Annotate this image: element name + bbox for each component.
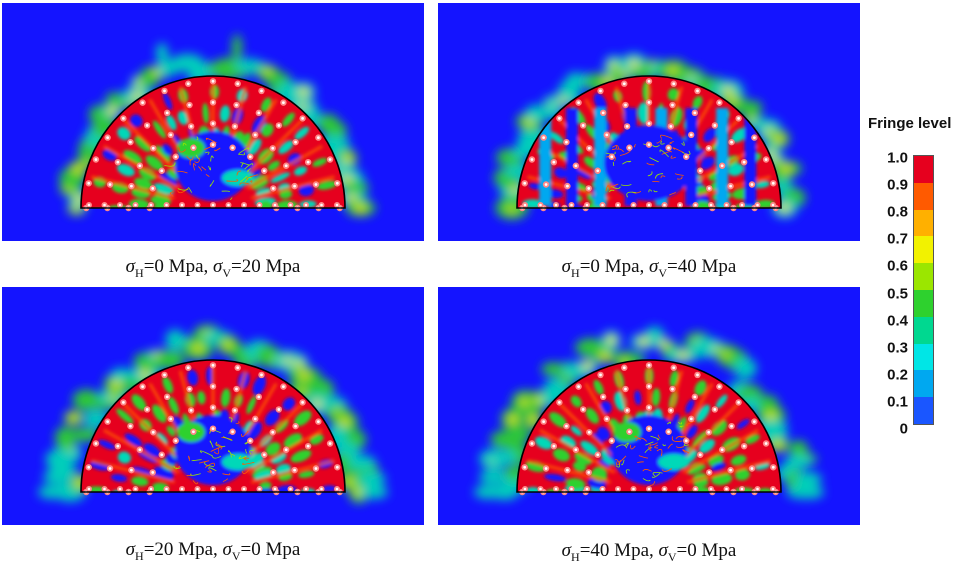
legend-tick-label: 0 bbox=[899, 420, 908, 438]
legend-tick-label: 0.6 bbox=[887, 257, 908, 275]
legend-tick-label: 1.0 bbox=[887, 149, 908, 167]
colorbar-band bbox=[914, 182, 933, 211]
legend-tick-label: 0.1 bbox=[887, 393, 908, 411]
fringe-plot bbox=[2, 287, 424, 525]
sigma-v-value: 40 bbox=[677, 256, 697, 277]
fringe-plot bbox=[438, 287, 860, 525]
legend-tick-label: 0.2 bbox=[887, 366, 908, 384]
colorbar-band bbox=[914, 343, 933, 371]
unit-label: Mpa bbox=[614, 540, 649, 561]
fringe-panel-1 bbox=[2, 3, 424, 241]
panel-caption: σH=0 Mpa, σV=40 Mpa bbox=[561, 256, 737, 280]
unit-label: Mpa bbox=[604, 256, 640, 277]
legend-tick-label: 0.8 bbox=[887, 203, 908, 221]
unit-label: Mpa bbox=[265, 256, 301, 277]
fringe-plot bbox=[438, 3, 860, 241]
sigma-h-value: 0 bbox=[154, 256, 164, 277]
legend-tick-label: 0.4 bbox=[887, 312, 908, 330]
legend-tick-label: 0.7 bbox=[887, 230, 908, 248]
legend-tick-label: 0.3 bbox=[887, 339, 908, 357]
sigma-v-value: 20 bbox=[241, 256, 261, 277]
colorbar-band bbox=[914, 236, 933, 264]
legend-tick-label: 0.9 bbox=[887, 176, 908, 194]
panel-caption: σH=20 Mpa, σV=0 Mpa bbox=[125, 539, 301, 563]
colorbar bbox=[913, 155, 934, 425]
legend-tick-label: 0.5 bbox=[887, 285, 908, 302]
sigma-h-value: 40 bbox=[590, 540, 610, 561]
unit-label: Mpa bbox=[178, 539, 213, 560]
sigma-h-value: 20 bbox=[154, 539, 174, 560]
unit-label: Mpa bbox=[265, 539, 301, 560]
colorbar-band bbox=[914, 209, 933, 237]
unit-label: Mpa bbox=[701, 540, 737, 561]
colorbar-band bbox=[914, 397, 933, 425]
colorbar-band bbox=[914, 316, 933, 345]
unit-label: Mpa bbox=[701, 256, 737, 277]
panel-caption: σH=40 Mpa, σV=0 Mpa bbox=[561, 540, 737, 564]
colorbar-band bbox=[914, 290, 933, 318]
sigma-h-value: 0 bbox=[590, 256, 600, 277]
fringe-plot bbox=[2, 3, 424, 241]
colorbar-band bbox=[914, 370, 933, 398]
legend-title: Fringe level bbox=[868, 115, 952, 132]
fringe-panel-3 bbox=[2, 287, 424, 525]
panel-caption: σH=0 Mpa, σV=20 Mpa bbox=[125, 256, 301, 280]
fringe-panel-2 bbox=[438, 3, 860, 241]
fringe-panel-4 bbox=[438, 287, 860, 525]
colorbar-band bbox=[914, 156, 933, 184]
sigma-v-value: 0 bbox=[687, 540, 697, 561]
colorbar-band bbox=[914, 263, 933, 291]
unit-label: Mpa bbox=[168, 256, 204, 277]
sigma-v-value: 0 bbox=[251, 539, 261, 560]
